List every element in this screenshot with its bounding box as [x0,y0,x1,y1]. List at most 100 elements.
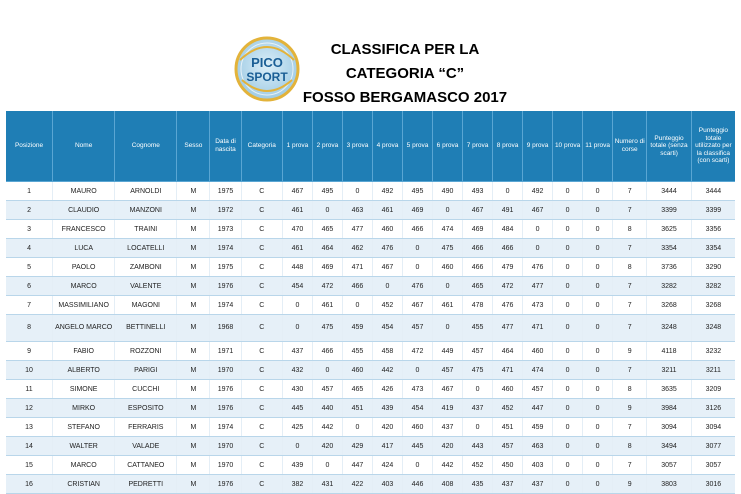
table-cell: 15 [6,455,54,475]
table-cell: 0 [552,398,584,418]
table-cell: STEFANO [52,417,116,437]
table-cell: 1971 [209,341,242,361]
table-cell: M [176,276,211,296]
table-cell: 0 [582,276,614,296]
table-cell: 0 [552,314,584,342]
table-cell: 3399 [691,200,735,220]
table-cell: 0 [372,276,404,296]
table-cell: 472 [492,276,524,296]
column-header: 10 prova [552,111,584,182]
table-cell: 430 [282,379,313,399]
table-cell: 466 [402,219,434,239]
table-cell: 449 [432,341,464,361]
table-cell: LOCATELLI [114,238,178,258]
table-cell: 0 [432,314,464,342]
table-cell: MASSIMILIANO [52,295,116,315]
table-cell: 462 [342,238,373,258]
table-cell: 1975 [209,181,242,201]
table-cell: 0 [552,474,584,494]
column-header: 3 prova [342,111,373,182]
table-cell: 0 [582,295,614,315]
table-cell: 0 [582,257,614,277]
column-header: Categoria [241,111,283,182]
table-cell: 4118 [646,341,692,361]
table-cell: C [241,417,283,437]
table-cell: 0 [552,436,584,456]
table-cell: 7 [6,295,54,315]
table-cell: 1974 [209,417,242,437]
column-header: Cognome [114,111,178,182]
table-cell: C [241,436,283,456]
column-header: 7 prova [462,111,494,182]
table-cell: 469 [402,200,434,220]
table-row: 10 ALBERTO PARIGI M 1970 C 432 0 460 442 0 457 475 47… [6,360,735,380]
table-cell: 435 [462,474,494,494]
table-cell: 454 [282,276,313,296]
table-cell: 475 [462,360,494,380]
table-cell: 446 [402,474,434,494]
logo-text-top: PICO [251,55,283,70]
table-cell: 466 [462,238,494,258]
table-cell: 3635 [646,379,692,399]
table-cell: 437 [492,474,524,494]
table-cell: 0 [552,341,584,361]
table-cell: 472 [402,341,434,361]
table-cell: 419 [432,398,464,418]
table-cell: MARCO [52,455,116,475]
table-cell: 1976 [209,276,242,296]
table-cell: 403 [522,455,554,475]
table-row: 3 FRANCESCO TRAINI M 1973 C 470 465 477 460 466 474… [6,219,735,239]
table-cell: 455 [462,314,494,342]
table-cell: 3354 [646,238,692,258]
table-cell: 473 [522,295,554,315]
table-cell: 7 [612,360,648,380]
column-header: 2 prova [312,111,343,182]
table-cell: 3354 [691,238,735,258]
table-cell: ZAMBONI [114,257,178,277]
table-cell: 431 [312,474,343,494]
table-row: 1 MAURO ARNOLDI M 1975 C 467 495 0 492 495 490 493 0 4… [6,181,735,201]
table-cell: 0 [552,455,584,475]
table-cell: 0 [552,417,584,437]
table-cell: 9 [612,398,648,418]
table-cell: 465 [312,219,343,239]
table-cell: 0 [522,238,554,258]
table-cell: 474 [432,219,464,239]
table-cell: 0 [402,360,434,380]
table-row: 4 LUCA LOCATELLI M 1974 C 461 464 462 476 0 475 466 4… [6,238,735,258]
table-cell: 492 [522,181,554,201]
table-cell: 440 [312,398,343,418]
table-cell: 9 [612,341,648,361]
table-header-row: Posizione Nome Cognome Sesso Data di nascita… [6,111,735,182]
table-cell: 1970 [209,455,242,475]
table-cell: M [176,379,211,399]
table-cell: 467 [372,257,404,277]
table-cell: 3625 [646,219,692,239]
table-cell: 470 [282,219,313,239]
table-cell: 3444 [691,181,735,201]
table-cell: 382 [282,474,313,494]
table-cell: 458 [372,341,404,361]
table-cell: C [241,181,283,201]
table-cell: CRISTIAN [52,474,116,494]
table-cell: 0 [342,181,373,201]
table-cell: 443 [462,436,494,456]
table-cell: C [241,276,283,296]
table-cell: 460 [342,360,373,380]
table-cell: 429 [342,436,373,456]
table-cell: 3248 [691,314,735,342]
table-cell: ESPOSITO [114,398,178,418]
table-cell: 445 [402,436,434,456]
table-cell: 460 [372,219,404,239]
table-cell: 465 [462,276,494,296]
table-cell: 3268 [691,295,735,315]
table-cell: 3126 [691,398,735,418]
table-cell: 420 [432,436,464,456]
table-cell: MAGONI [114,295,178,315]
table-cell: 465 [342,379,373,399]
table-cell: 12 [6,398,54,418]
table-cell: M [176,474,211,494]
table-cell: 0 [432,276,464,296]
table-cell: 1974 [209,295,242,315]
table-cell: 1968 [209,314,242,342]
